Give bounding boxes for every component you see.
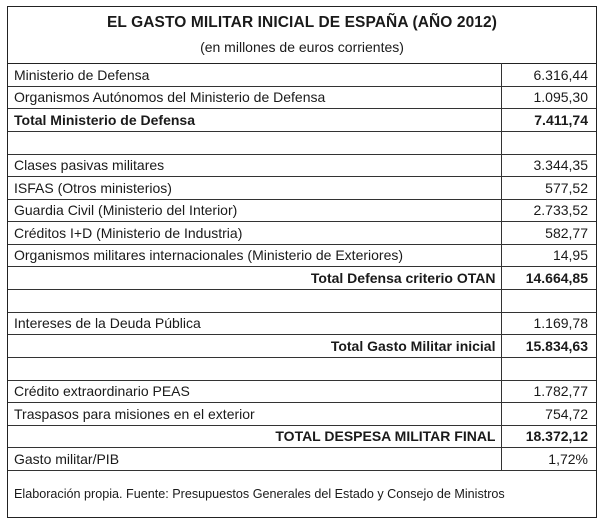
row-label: Organismos Autónomos del Ministerio de D… [8,85,502,109]
table-row: Clases pasivas militares 3.344,35 [8,153,596,177]
row-value: 577,52 [500,176,596,200]
row-value [500,130,596,155]
row-value: 2.733,52 [500,198,596,222]
row-label: Gasto militar/PIB [8,447,502,471]
row-value: 14,95 [500,243,596,267]
total-row: TOTAL DESPESA MILITAR FINAL 18.372,12 [8,424,596,448]
table-row: Guardia Civil (Ministerio del Interior) … [8,198,596,222]
row-value: 754,72 [500,402,596,426]
row-value: 1.095,30 [500,85,596,109]
row-value: 18.372,12 [500,424,596,448]
row-label: Crédito extraordinario PEAS [8,379,502,403]
source-note: Elaboración propia. Fuente: Presupuestos… [14,487,505,501]
row-label [8,356,502,381]
row-label: Guardia Civil (Ministerio del Interior) [8,198,502,222]
table-row: Organismos Autónomos del Ministerio de D… [8,85,596,109]
spacer-row [8,288,596,313]
row-label: Total Defensa criterio OTAN [8,266,502,290]
row-label: Clases pasivas militares [8,153,502,177]
row-label [8,130,502,155]
row-label [8,288,502,313]
row-label: Organismos militares internacionales (Mi… [8,243,502,267]
table-subtitle: (en millones de euros corrientes) [200,39,404,55]
row-value: 1,72% [500,447,596,471]
row-value [500,288,596,313]
row-value: 3.344,35 [500,153,596,177]
table-frame: EL GASTO MILITAR INICIAL DE ESPAÑA (AÑO … [7,6,597,518]
total-row: Total Defensa criterio OTAN 14.664,85 [8,266,596,290]
row-label: Total Gasto Militar inicial [8,334,502,358]
table-row: Traspasos para misiones en el exterior 7… [8,402,596,426]
row-label: TOTAL DESPESA MILITAR FINAL [8,424,502,448]
table-row: ISFAS (Otros ministerios) 577,52 [8,176,596,200]
spacer-row [8,130,596,155]
row-label: Ministerio de Defensa [8,63,502,87]
row-label: ISFAS (Otros ministerios) [8,176,502,200]
row-value: 6.316,44 [500,63,596,87]
table-row: Organismos militares internacionales (Mi… [8,243,596,267]
row-value [500,356,596,381]
row-label: Total Ministerio de Defensa [8,108,502,132]
row-value: 1.169,78 [500,311,596,335]
table-row: Intereses de la Deuda Pública 1.169,78 [8,311,596,335]
row-label: Traspasos para misiones en el exterior [8,402,502,426]
table-title: EL GASTO MILITAR INICIAL DE ESPAÑA (AÑO … [106,14,498,31]
total-row: Total Ministerio de Defensa 7.411,74 [8,108,596,132]
total-row: Total Gasto Militar inicial 15.834,63 [8,334,596,358]
spacer-row [8,356,596,381]
expense-table: Ministerio de Defensa 6.316,44 Organismo… [8,63,596,471]
row-value: 1.782,77 [500,379,596,403]
row-value: 7.411,74 [500,108,596,132]
table-row: Crédito extraordinario PEAS 1.782,77 [8,379,596,403]
table-row: Créditos I+D (Ministerio de Industria) 5… [8,221,596,245]
row-value: 15.834,63 [500,334,596,358]
table-row: Gasto militar/PIB 1,72% [8,447,596,471]
table-row: Ministerio de Defensa 6.316,44 [8,63,596,87]
row-value: 582,77 [500,221,596,245]
row-label: Créditos I+D (Ministerio de Industria) [8,221,502,245]
row-label: Intereses de la Deuda Pública [8,311,502,335]
row-value: 14.664,85 [500,266,596,290]
